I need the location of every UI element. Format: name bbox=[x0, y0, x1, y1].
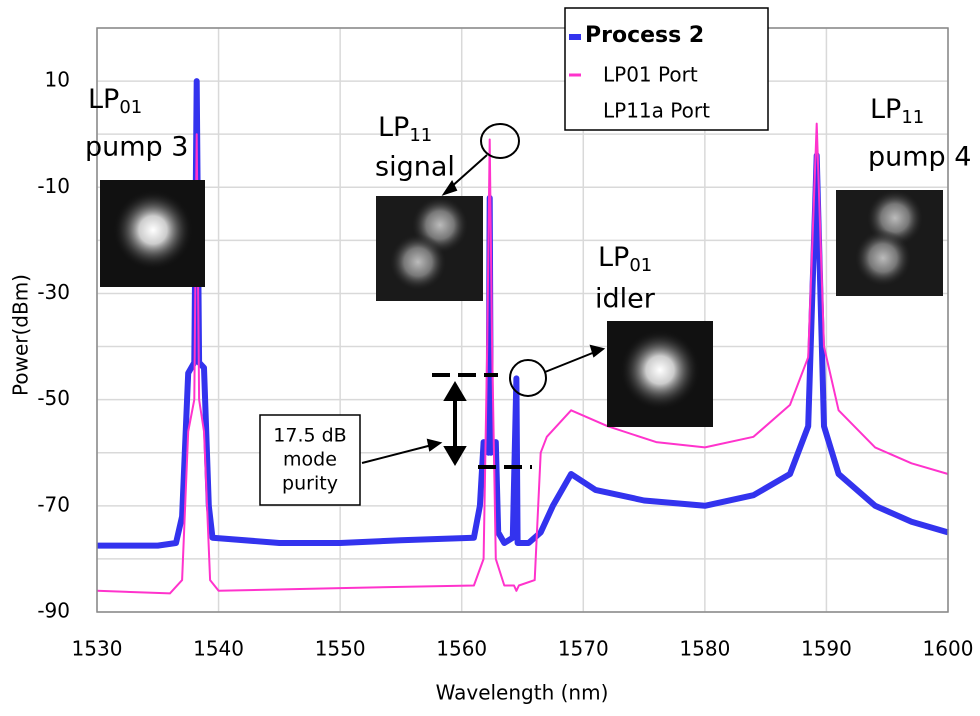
annotation-text: LP bbox=[378, 112, 409, 143]
annotation: LP01 bbox=[598, 242, 652, 277]
annotation-sub: 11 bbox=[901, 107, 924, 128]
x-tick-label: 1570 bbox=[558, 637, 609, 661]
annotation: LP11 bbox=[378, 112, 432, 147]
legend-title: Process 2 bbox=[585, 23, 704, 48]
annotation-sub: 01 bbox=[629, 255, 652, 276]
x-tick-label: 1600 bbox=[923, 637, 974, 661]
spectrum-line bbox=[96, 122, 949, 595]
y-tick-label: -30 bbox=[37, 280, 70, 304]
annotation-line2: signal bbox=[375, 152, 455, 183]
purity-label: purity bbox=[282, 473, 338, 495]
annotation: LP11 bbox=[870, 94, 924, 129]
x-tick-label: 1580 bbox=[679, 637, 730, 661]
purity-label: 17.5 dB bbox=[273, 425, 346, 447]
x-axis-title: Wavelength (nm) bbox=[436, 681, 609, 705]
y-tick-label: 10 bbox=[45, 68, 70, 92]
mode-images bbox=[100, 180, 943, 427]
y-tick-label: -70 bbox=[37, 492, 70, 516]
x-tick-label: 1590 bbox=[801, 637, 852, 661]
legend: Process 2 bbox=[564, 7, 769, 131]
annotation-sub: 11 bbox=[409, 125, 432, 146]
y-tick-label: -90 bbox=[37, 599, 70, 623]
annotation-line2: idler bbox=[595, 284, 656, 315]
annotation-line2: pump 3 bbox=[85, 132, 188, 163]
annotation-sub: 01 bbox=[119, 97, 142, 118]
legend-label: LP11a Port bbox=[603, 99, 710, 123]
x-tick-label: 1540 bbox=[193, 637, 244, 661]
spectrum-line bbox=[97, 78, 949, 549]
annotation-text: LP bbox=[598, 242, 629, 273]
purity-label: mode bbox=[283, 449, 337, 471]
x-tick-label: 1550 bbox=[315, 637, 366, 661]
y-tick-label: -50 bbox=[37, 386, 70, 410]
annotation-line2: pump 4 bbox=[868, 142, 971, 173]
x-tick-label: 1560 bbox=[436, 637, 487, 661]
annotation: LP01 bbox=[88, 84, 142, 119]
plot-frame bbox=[96, 27, 949, 613]
annotation-text: LP bbox=[88, 84, 119, 115]
callouts bbox=[259, 123, 606, 506]
x-tick-label: 1530 bbox=[72, 637, 123, 661]
annotation-text: LP bbox=[870, 94, 901, 125]
legend-label: LP01 Port bbox=[603, 63, 698, 87]
y-tick-label: -10 bbox=[37, 174, 70, 198]
y-axis-title: Power(dBm) bbox=[9, 274, 33, 396]
